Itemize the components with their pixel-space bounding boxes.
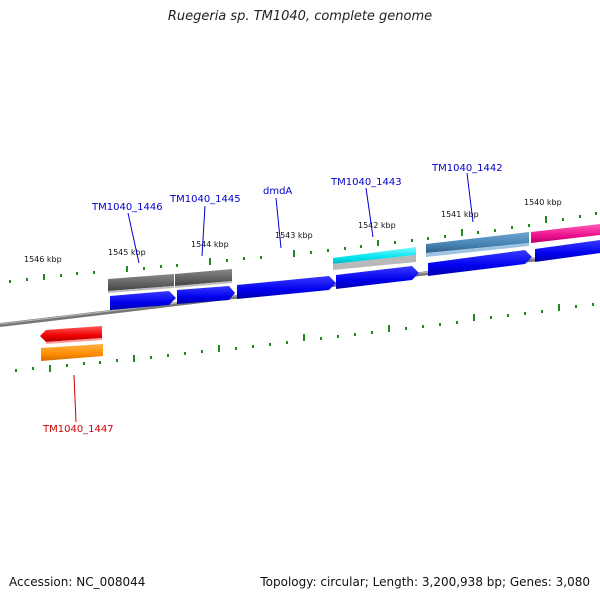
scale-label-1543: 1543 kbp [275, 231, 313, 240]
upper-scale-ticks [9, 212, 597, 283]
feature-gray-1445[interactable] [175, 269, 232, 288]
feature-gray-1446[interactable] [108, 274, 174, 293]
cds-arrow-1443[interactable] [336, 266, 419, 289]
feature-orange-1447[interactable] [41, 344, 103, 361]
feature-red-1447[interactable] [40, 326, 102, 342]
gene-label-1445[interactable]: TM1040_1445 [169, 194, 241, 205]
cds-arrow-1446[interactable] [110, 291, 176, 310]
cds-arrow-dmdA[interactable] [237, 276, 336, 299]
leader-1447 [73, 374, 77, 423]
leader-1445 [201, 205, 206, 257]
leader-1443 [365, 187, 374, 238]
scale-label-1541: 1541 kbp [441, 210, 479, 219]
accession-text: Accession: NC_008044 [9, 575, 146, 589]
gene-label-1446[interactable]: TM1040_1446 [91, 202, 163, 213]
leader-1442 [466, 172, 474, 223]
leader-1446 [127, 212, 140, 264]
gene-label-1442[interactable]: TM1040_1442 [431, 163, 503, 174]
feature-steelblue-1442[interactable] [426, 232, 529, 257]
feature-cyan-1443[interactable] [333, 247, 416, 270]
scale-label-1542: 1542 kbp [358, 221, 396, 230]
feature-red-1447-shade [46, 338, 102, 344]
scale-label-1546: 1546 kbp [24, 255, 62, 264]
cds-arrow-1442[interactable] [428, 250, 532, 276]
leader-dmdA [275, 197, 282, 249]
lower-scale-ticks [15, 303, 594, 372]
gene-label-1443[interactable]: TM1040_1443 [330, 177, 402, 188]
scale-label-1544: 1544 kbp [191, 240, 229, 249]
genome-summary-text: Topology: circular; Length: 3,200,938 bp… [260, 575, 590, 589]
map-title: Ruegeria sp. TM1040, complete genome [167, 9, 433, 24]
gene-label-dmdA[interactable]: dmdA [263, 186, 292, 197]
scale-label-1545: 1545 kbp [108, 248, 146, 257]
cds-arrow-1445[interactable] [177, 286, 235, 304]
feature-magenta[interactable] [531, 224, 600, 243]
gene-label-1447[interactable]: TM1040_1447 [42, 424, 114, 435]
scale-label-1540: 1540 kbp [524, 198, 562, 207]
cds-arrow-right[interactable] [535, 240, 600, 262]
